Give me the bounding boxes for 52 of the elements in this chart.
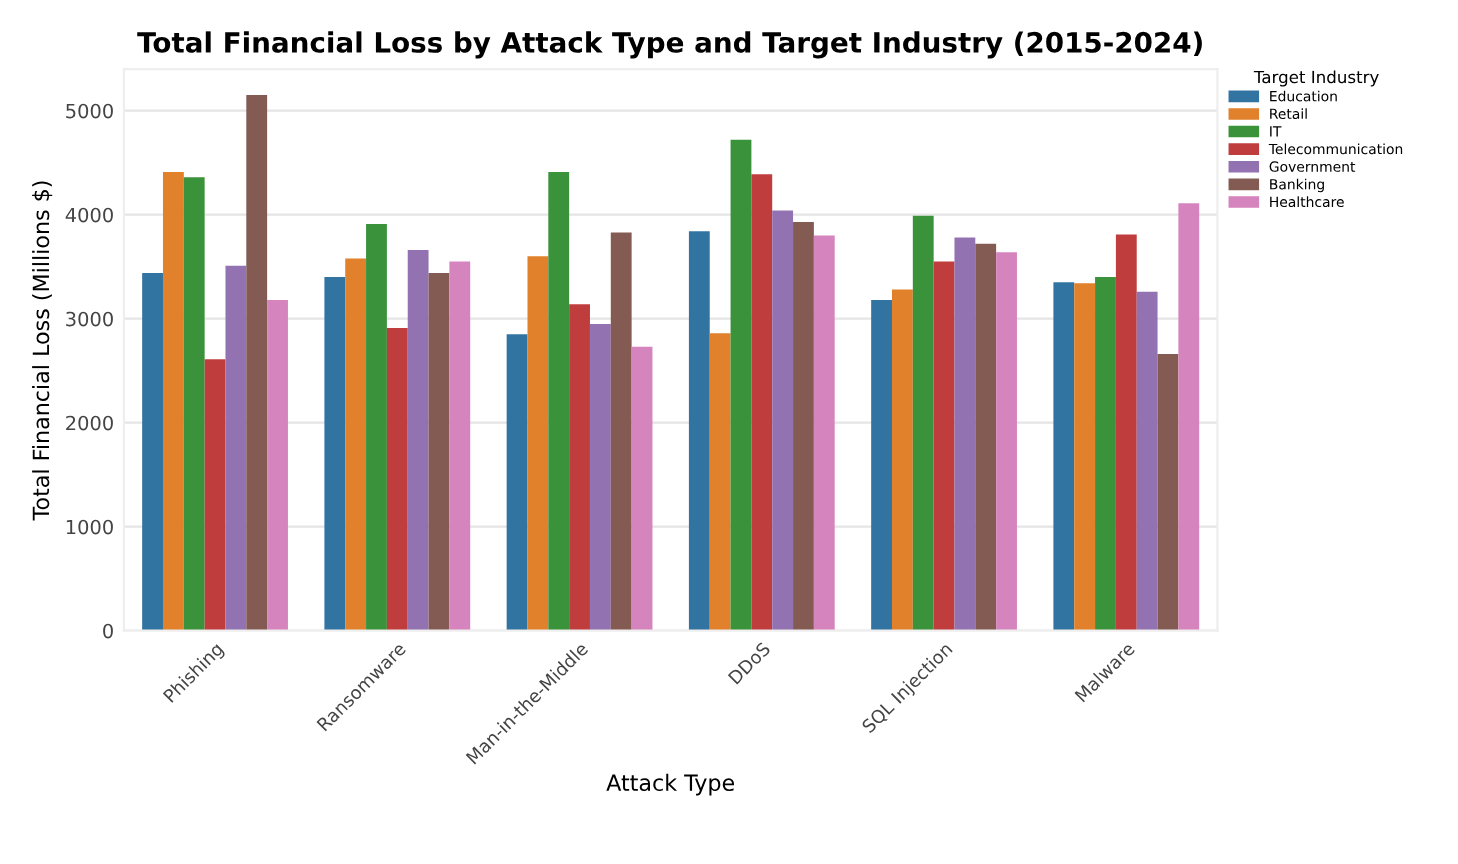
bar	[793, 222, 814, 631]
y-tick-label: 2000	[66, 415, 113, 431]
bar	[324, 277, 346, 631]
bar	[730, 139, 752, 631]
bar	[772, 210, 794, 631]
y-tick-label: 5000	[66, 103, 113, 119]
bar	[527, 256, 549, 631]
x-axis-title: Attack Type	[606, 773, 735, 796]
y-tick-label: 0	[103, 623, 113, 639]
bar	[386, 328, 408, 631]
bar	[912, 215, 934, 631]
bar	[183, 177, 205, 631]
bar	[267, 300, 288, 631]
y-tick-label: 1000	[66, 519, 113, 535]
bar	[569, 304, 590, 631]
bar	[1095, 277, 1116, 631]
chart-title: Total Financial Loss by Attack Type and Target Industry (2015-2024)	[137, 31, 1202, 59]
bar	[246, 95, 268, 631]
bar	[162, 172, 184, 631]
bar	[751, 174, 773, 631]
bar	[610, 232, 632, 631]
bar	[1053, 282, 1075, 631]
bar	[1178, 203, 1200, 631]
bar	[1115, 234, 1137, 631]
bar	[548, 172, 570, 631]
bar	[407, 250, 429, 631]
bar	[933, 261, 955, 631]
y-tick-label: 3000	[66, 311, 113, 327]
bar	[813, 235, 835, 631]
bar	[589, 323, 611, 631]
y-tick-label: 4000	[65, 207, 113, 223]
bar	[975, 243, 997, 631]
bar	[871, 300, 892, 631]
bar	[954, 237, 976, 631]
bar	[366, 224, 387, 631]
bar	[688, 231, 710, 631]
bar	[204, 359, 226, 631]
bar	[996, 252, 1017, 631]
bar	[142, 272, 163, 631]
bar	[345, 258, 367, 631]
bar	[1136, 291, 1158, 631]
bar	[891, 289, 913, 631]
bar	[1074, 283, 1096, 631]
bar	[225, 265, 247, 631]
bar	[709, 333, 731, 631]
y-axis-title: Total Financial Loss (Millions $)	[32, 181, 53, 521]
bar	[1157, 354, 1179, 631]
bar	[428, 272, 450, 631]
bar	[631, 346, 653, 631]
bar	[449, 261, 471, 631]
legend-title: Target Industry	[1253, 70, 1379, 87]
bar	[506, 334, 528, 631]
